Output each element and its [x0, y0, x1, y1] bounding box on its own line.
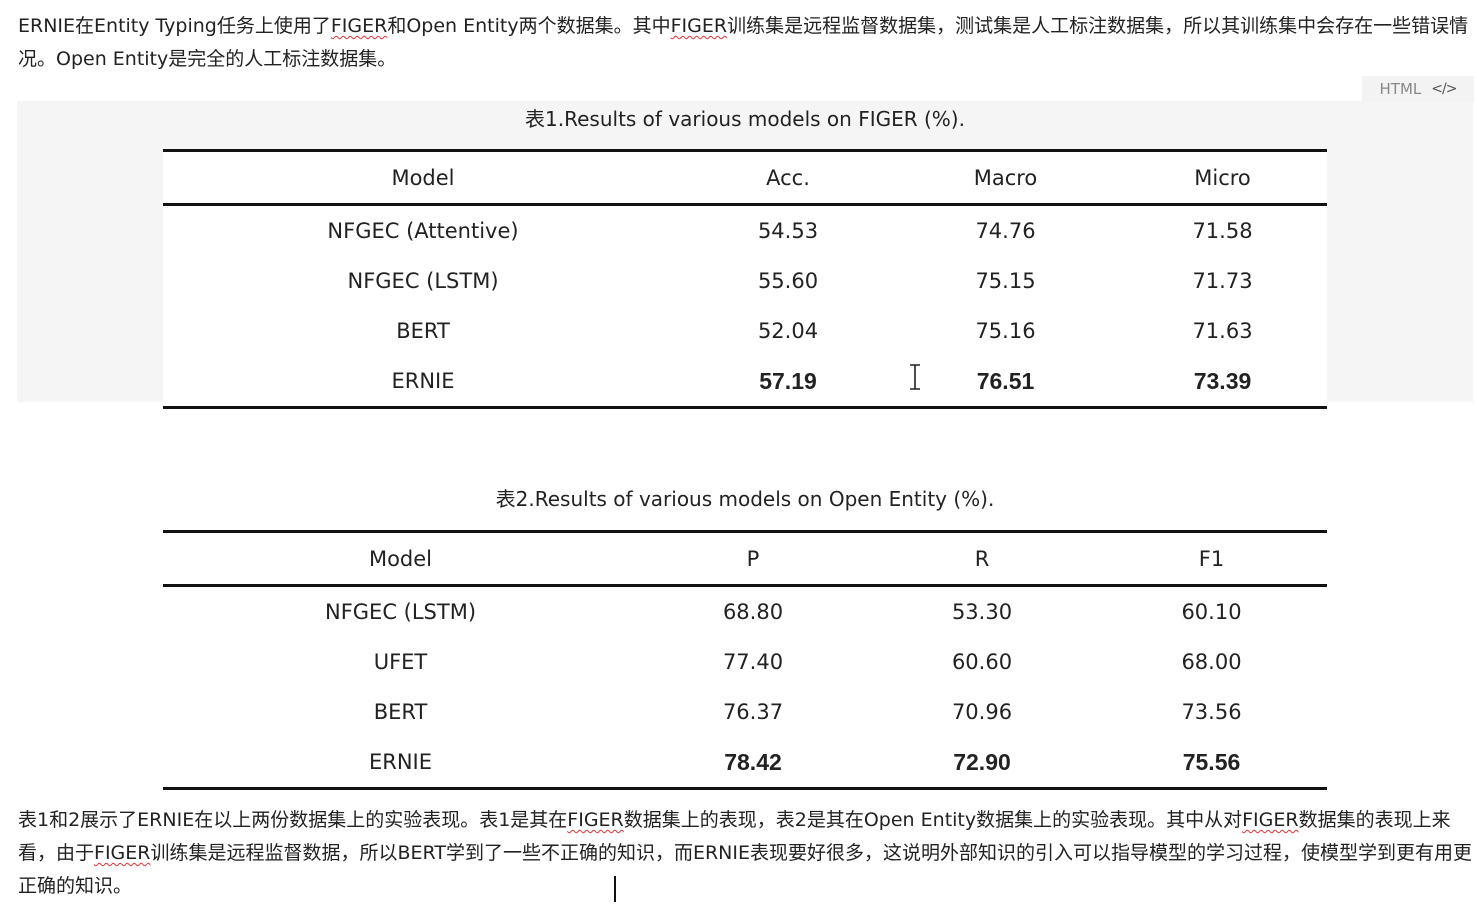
value-cell: 60.10 [1181, 600, 1242, 624]
table-row: ERNIE 57.19 76.51 73.39 [163, 356, 1327, 409]
analysis-paragraph[interactable]: 表1和2展示了ERNIE在以上两份数据集上的实验表现。表1是其在FIGER数据集… [18, 804, 1474, 903]
value-cell: 74.76 [975, 219, 1036, 243]
open-entity-results-table: Model P R F1 NFGEC (LSTM) 68.80 53.30 60… [163, 530, 1327, 790]
text-run: 表1和2展示了ERNIE在以上两份数据集上的实验表现。表1是其在 [18, 809, 568, 831]
text-run: 数据集上的表现，表2是其在Open Entity数据集上的实验表现。其中从对 [623, 809, 1243, 831]
best-value-cell: 57.19 [683, 356, 893, 409]
spellcheck-word[interactable]: FIGER [94, 842, 151, 864]
table2-caption: 表2.Results of various models on Open Ent… [495, 487, 995, 511]
figer-results-table: Model Acc. Macro Micro NFGEC (Attentive)… [163, 149, 1327, 409]
column-header: Micro [1118, 149, 1327, 206]
table-header-row: Model Acc. Macro Micro [163, 149, 1327, 206]
table-row: UFET 77.40 60.60 68.00 [163, 637, 1327, 687]
value-cell: 53.30 [951, 600, 1013, 624]
table-row: BERT 76.37 70.96 73.56 [163, 687, 1327, 737]
html-block-toggle[interactable]: HTML </> [1362, 76, 1474, 102]
best-value-cell: 76.51 [893, 356, 1118, 409]
code-icon: </> [1431, 81, 1457, 97]
model-cell: NFGEC (LSTM) [324, 600, 477, 624]
ibeam-cursor-icon [910, 364, 920, 390]
column-header: Model [163, 530, 638, 587]
column-header: Model [163, 149, 683, 206]
value-cell: 71.58 [1192, 219, 1253, 243]
table-row: NFGEC (LSTM) 68.80 53.30 60.10 [163, 586, 1327, 638]
value-cell: 52.04 [757, 319, 819, 343]
model-cell: BERT [373, 700, 428, 724]
intro-paragraph: ERNIE在Entity Typing任务上使用了FIGER和Open Enti… [18, 10, 1474, 76]
text-run: 训练集是远程监督数据集，测试集是人工标注数据集，所以其训练集中会存在一些错误情况… [18, 15, 1469, 70]
value-cell: 55.60 [757, 269, 819, 293]
best-value-cell: 75.56 [1096, 737, 1327, 790]
model-cell: NFGEC (LSTM) [347, 269, 499, 293]
column-header: Acc. [683, 149, 893, 206]
value-cell: 73.56 [1181, 700, 1242, 724]
model-cell: ERNIE [163, 737, 638, 790]
best-value-cell: 72.90 [868, 737, 1096, 790]
text-caret [614, 876, 616, 902]
spellcheck-word[interactable]: FIGER [1242, 809, 1299, 831]
html-badge-label: HTML [1379, 80, 1422, 98]
model-cell: UFET [373, 650, 428, 674]
value-cell: 68.80 [722, 600, 784, 624]
value-cell: 71.73 [1192, 269, 1253, 293]
best-value-cell: 73.39 [1118, 356, 1327, 409]
model-cell: NFGEC (Attentive) [327, 219, 519, 243]
table-row: NFGEC (Attentive) 54.53 74.76 71.58 [163, 205, 1327, 257]
column-header: R [868, 530, 1096, 587]
value-cell: 71.63 [1192, 319, 1253, 343]
model-cell: ERNIE [163, 356, 683, 409]
table-row: BERT 52.04 75.16 71.63 [163, 306, 1327, 356]
table-header-row: Model P R F1 [163, 530, 1327, 587]
value-cell: 70.96 [951, 700, 1013, 724]
model-cell: BERT [396, 319, 450, 343]
spellcheck-word[interactable]: FIGER [330, 15, 388, 37]
text-run: 和Open Entity两个数据集。其中 [387, 15, 671, 37]
value-cell: 76.37 [722, 700, 784, 724]
best-value-cell: 78.42 [638, 737, 868, 790]
value-cell: 75.15 [975, 269, 1036, 293]
column-header: P [638, 530, 868, 587]
value-cell: 54.53 [757, 219, 819, 243]
value-cell: 77.40 [722, 650, 784, 674]
value-cell: 68.00 [1181, 650, 1242, 674]
value-cell: 75.16 [975, 319, 1036, 343]
table-row: ERNIE 78.42 72.90 75.56 [163, 737, 1327, 790]
spellcheck-word[interactable]: FIGER [670, 15, 728, 37]
column-header: F1 [1096, 530, 1327, 587]
text-run: ERNIE在Entity Typing任务上使用了 [18, 15, 331, 37]
column-header: Macro [893, 149, 1118, 206]
spellcheck-word[interactable]: FIGER [567, 809, 624, 831]
value-cell: 60.60 [951, 650, 1013, 674]
text-run: 训练集是远程监督数据，所以BERT学到了一些不正确的知识，而ERNIE表现要好很… [18, 842, 1472, 897]
table1-caption: 表1.Results of various models on FIGER (%… [525, 107, 965, 131]
table-row: NFGEC (LSTM) 55.60 75.15 71.73 [163, 256, 1327, 306]
text-run: 数据集的表现上来看，由于 [18, 809, 1451, 864]
